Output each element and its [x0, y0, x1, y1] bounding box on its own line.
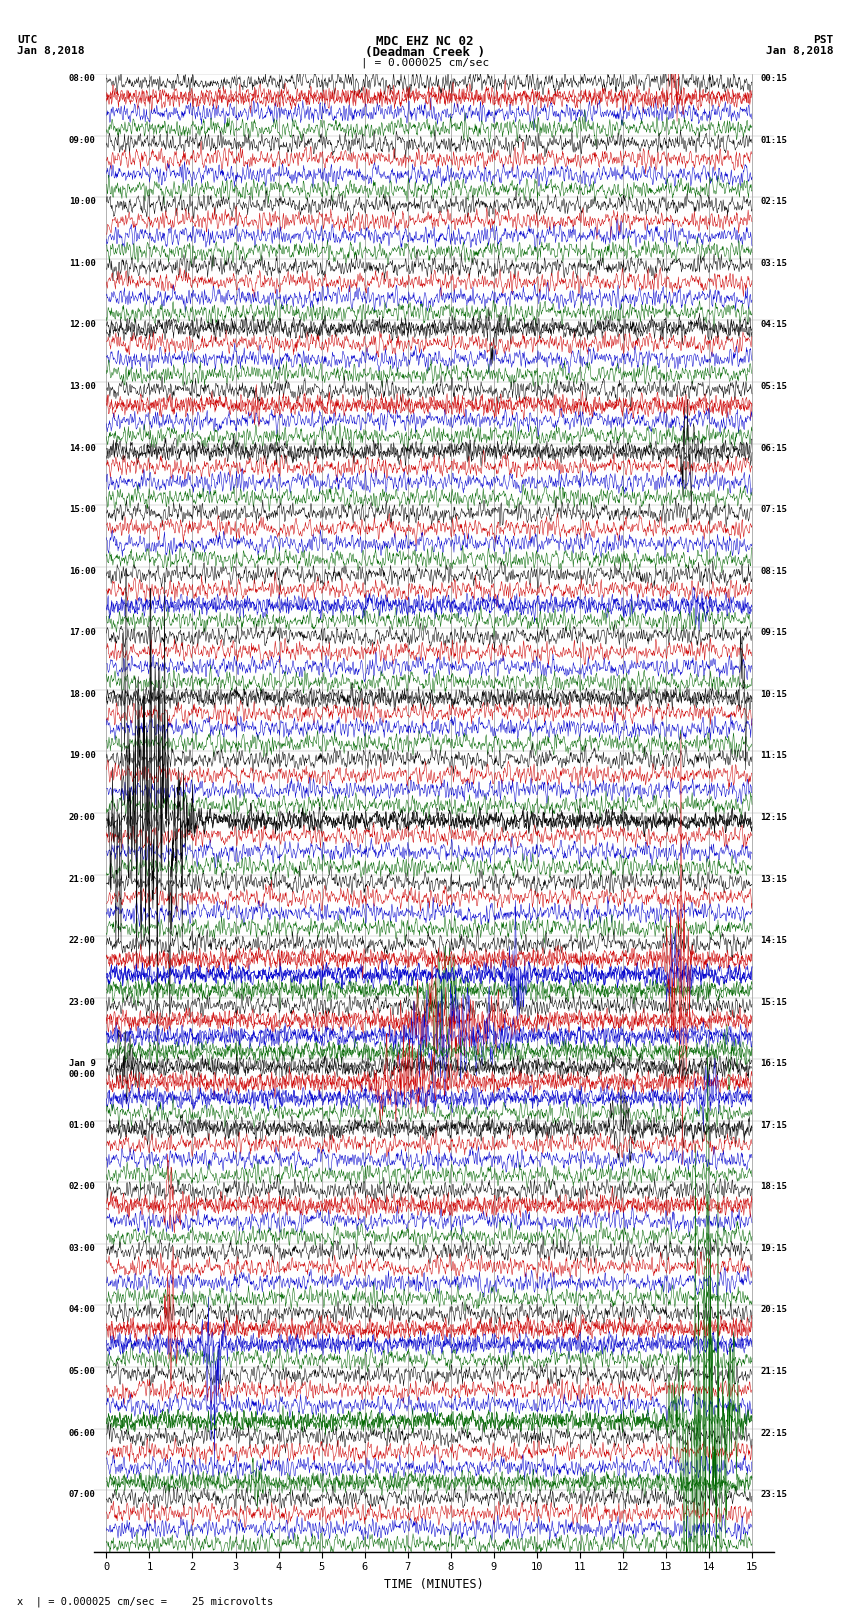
Text: 15:15: 15:15	[761, 997, 787, 1007]
Text: 14:15: 14:15	[761, 936, 787, 945]
Text: 21:15: 21:15	[761, 1368, 787, 1376]
X-axis label: TIME (MINUTES): TIME (MINUTES)	[383, 1578, 484, 1590]
Text: 11:00: 11:00	[69, 260, 96, 268]
Text: Jan 9
00:00: Jan 9 00:00	[69, 1060, 96, 1079]
Text: 11:15: 11:15	[761, 752, 787, 760]
Text: 00:15: 00:15	[761, 74, 787, 84]
Text: 07:15: 07:15	[761, 505, 787, 515]
Text: 12:15: 12:15	[761, 813, 787, 823]
Text: 20:15: 20:15	[761, 1305, 787, 1315]
Text: 03:00: 03:00	[69, 1244, 96, 1253]
Text: 20:00: 20:00	[69, 813, 96, 823]
Text: 22:00: 22:00	[69, 936, 96, 945]
Text: 17:15: 17:15	[761, 1121, 787, 1129]
Text: (Deadman Creek ): (Deadman Creek )	[365, 45, 485, 60]
Text: 16:15: 16:15	[761, 1060, 787, 1068]
Text: 08:15: 08:15	[761, 566, 787, 576]
Text: 14:00: 14:00	[69, 444, 96, 453]
Text: 06:00: 06:00	[69, 1429, 96, 1437]
Text: 15:00: 15:00	[69, 505, 96, 515]
Text: 13:00: 13:00	[69, 382, 96, 390]
Text: 05:00: 05:00	[69, 1368, 96, 1376]
Text: MDC EHZ NC 02: MDC EHZ NC 02	[377, 35, 473, 48]
Text: 23:00: 23:00	[69, 997, 96, 1007]
Text: PST: PST	[813, 35, 833, 45]
Text: 23:15: 23:15	[761, 1490, 787, 1498]
Text: 10:00: 10:00	[69, 197, 96, 206]
Text: x  | = 0.000025 cm/sec =    25 microvolts: x | = 0.000025 cm/sec = 25 microvolts	[17, 1595, 273, 1607]
Text: 19:00: 19:00	[69, 752, 96, 760]
Text: 13:15: 13:15	[761, 874, 787, 884]
Text: 12:00: 12:00	[69, 321, 96, 329]
Text: 19:15: 19:15	[761, 1244, 787, 1253]
Text: 02:15: 02:15	[761, 197, 787, 206]
Text: 21:00: 21:00	[69, 874, 96, 884]
Text: 16:00: 16:00	[69, 566, 96, 576]
Text: 06:15: 06:15	[761, 444, 787, 453]
Text: UTC: UTC	[17, 35, 37, 45]
Text: 03:15: 03:15	[761, 260, 787, 268]
Text: 05:15: 05:15	[761, 382, 787, 390]
Text: 17:00: 17:00	[69, 629, 96, 637]
Text: 07:00: 07:00	[69, 1490, 96, 1498]
Text: 10:15: 10:15	[761, 690, 787, 698]
Text: 08:00: 08:00	[69, 74, 96, 84]
Text: | = 0.000025 cm/sec: | = 0.000025 cm/sec	[361, 58, 489, 68]
Text: Jan 8,2018: Jan 8,2018	[17, 45, 84, 56]
Text: 09:15: 09:15	[761, 629, 787, 637]
Text: 09:00: 09:00	[69, 135, 96, 145]
Text: 04:00: 04:00	[69, 1305, 96, 1315]
Text: Jan 8,2018: Jan 8,2018	[766, 45, 833, 56]
Text: 01:00: 01:00	[69, 1121, 96, 1129]
Text: 18:15: 18:15	[761, 1182, 787, 1192]
Text: 01:15: 01:15	[761, 135, 787, 145]
Text: 02:00: 02:00	[69, 1182, 96, 1192]
Text: 22:15: 22:15	[761, 1429, 787, 1437]
Text: 04:15: 04:15	[761, 321, 787, 329]
Text: 18:00: 18:00	[69, 690, 96, 698]
